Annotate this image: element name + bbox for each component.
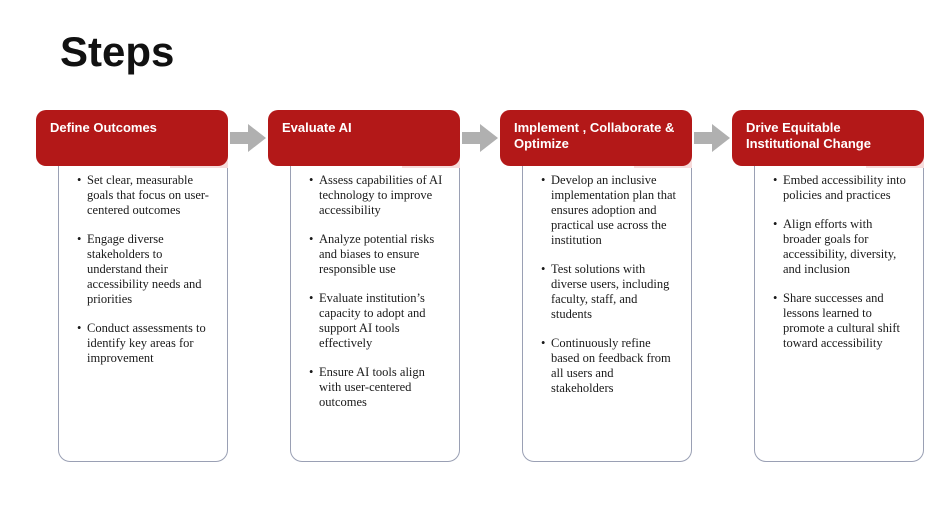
list-item: Ensure AI tools align with user-centered… (309, 365, 447, 410)
step-1: Define Outcomes Set clear, measurable go… (36, 110, 228, 462)
list-item: Align efforts with broader goals for acc… (773, 217, 911, 277)
arrow-3 (692, 110, 732, 152)
list-item: Assess capabilities of AI technology to … (309, 173, 447, 218)
list-item: Evaluate institution’s capacity to adopt… (309, 291, 447, 351)
step-4-list: Embed accessibility into policies and pr… (773, 173, 911, 351)
list-item: Analyze potential risks and biases to en… (309, 232, 447, 277)
step-3-body: Develop an inclusive implementation plan… (522, 142, 692, 462)
arrow-2 (460, 110, 500, 152)
step-2-header: Evaluate AI (268, 110, 460, 166)
list-item: Conduct assessments to identify key area… (77, 321, 215, 366)
arrow-1 (228, 110, 268, 152)
page: Steps Define Outcomes Set clear, measura… (0, 0, 936, 526)
step-1-body: Set clear, measurable goals that focus o… (58, 142, 228, 462)
list-item: Test solutions with diverse users, inclu… (541, 262, 679, 322)
arrow-right-icon (230, 124, 266, 152)
list-item: Engage diverse stakeholders to understan… (77, 232, 215, 307)
step-4: Drive Equitable Institutional Change Emb… (732, 110, 924, 462)
step-3-header: Implement , Collaborate & Optimize (500, 110, 692, 166)
step-4-body: Embed accessibility into policies and pr… (754, 142, 924, 462)
list-item: Set clear, measurable goals that focus o… (77, 173, 215, 218)
list-item: Continuously refine based on feedback fr… (541, 336, 679, 396)
arrow-right-icon (694, 124, 730, 152)
step-1-list: Set clear, measurable goals that focus o… (77, 173, 215, 366)
arrow-right-icon (462, 124, 498, 152)
list-item: Share successes and lessons learned to p… (773, 291, 911, 351)
step-1-header: Define Outcomes (36, 110, 228, 166)
step-2: Evaluate AI Assess capabilities of AI te… (268, 110, 460, 462)
step-4-header: Drive Equitable Institutional Change (732, 110, 924, 166)
step-3: Implement , Collaborate & Optimize Devel… (500, 110, 692, 462)
page-title: Steps (60, 28, 174, 76)
list-item: Develop an inclusive implementation plan… (541, 173, 679, 248)
flow-row: Define Outcomes Set clear, measurable go… (36, 110, 912, 462)
step-3-list: Develop an inclusive implementation plan… (541, 173, 679, 396)
step-2-list: Assess capabilities of AI technology to … (309, 173, 447, 410)
list-item: Embed accessibility into policies and pr… (773, 173, 911, 203)
step-2-body: Assess capabilities of AI technology to … (290, 142, 460, 462)
